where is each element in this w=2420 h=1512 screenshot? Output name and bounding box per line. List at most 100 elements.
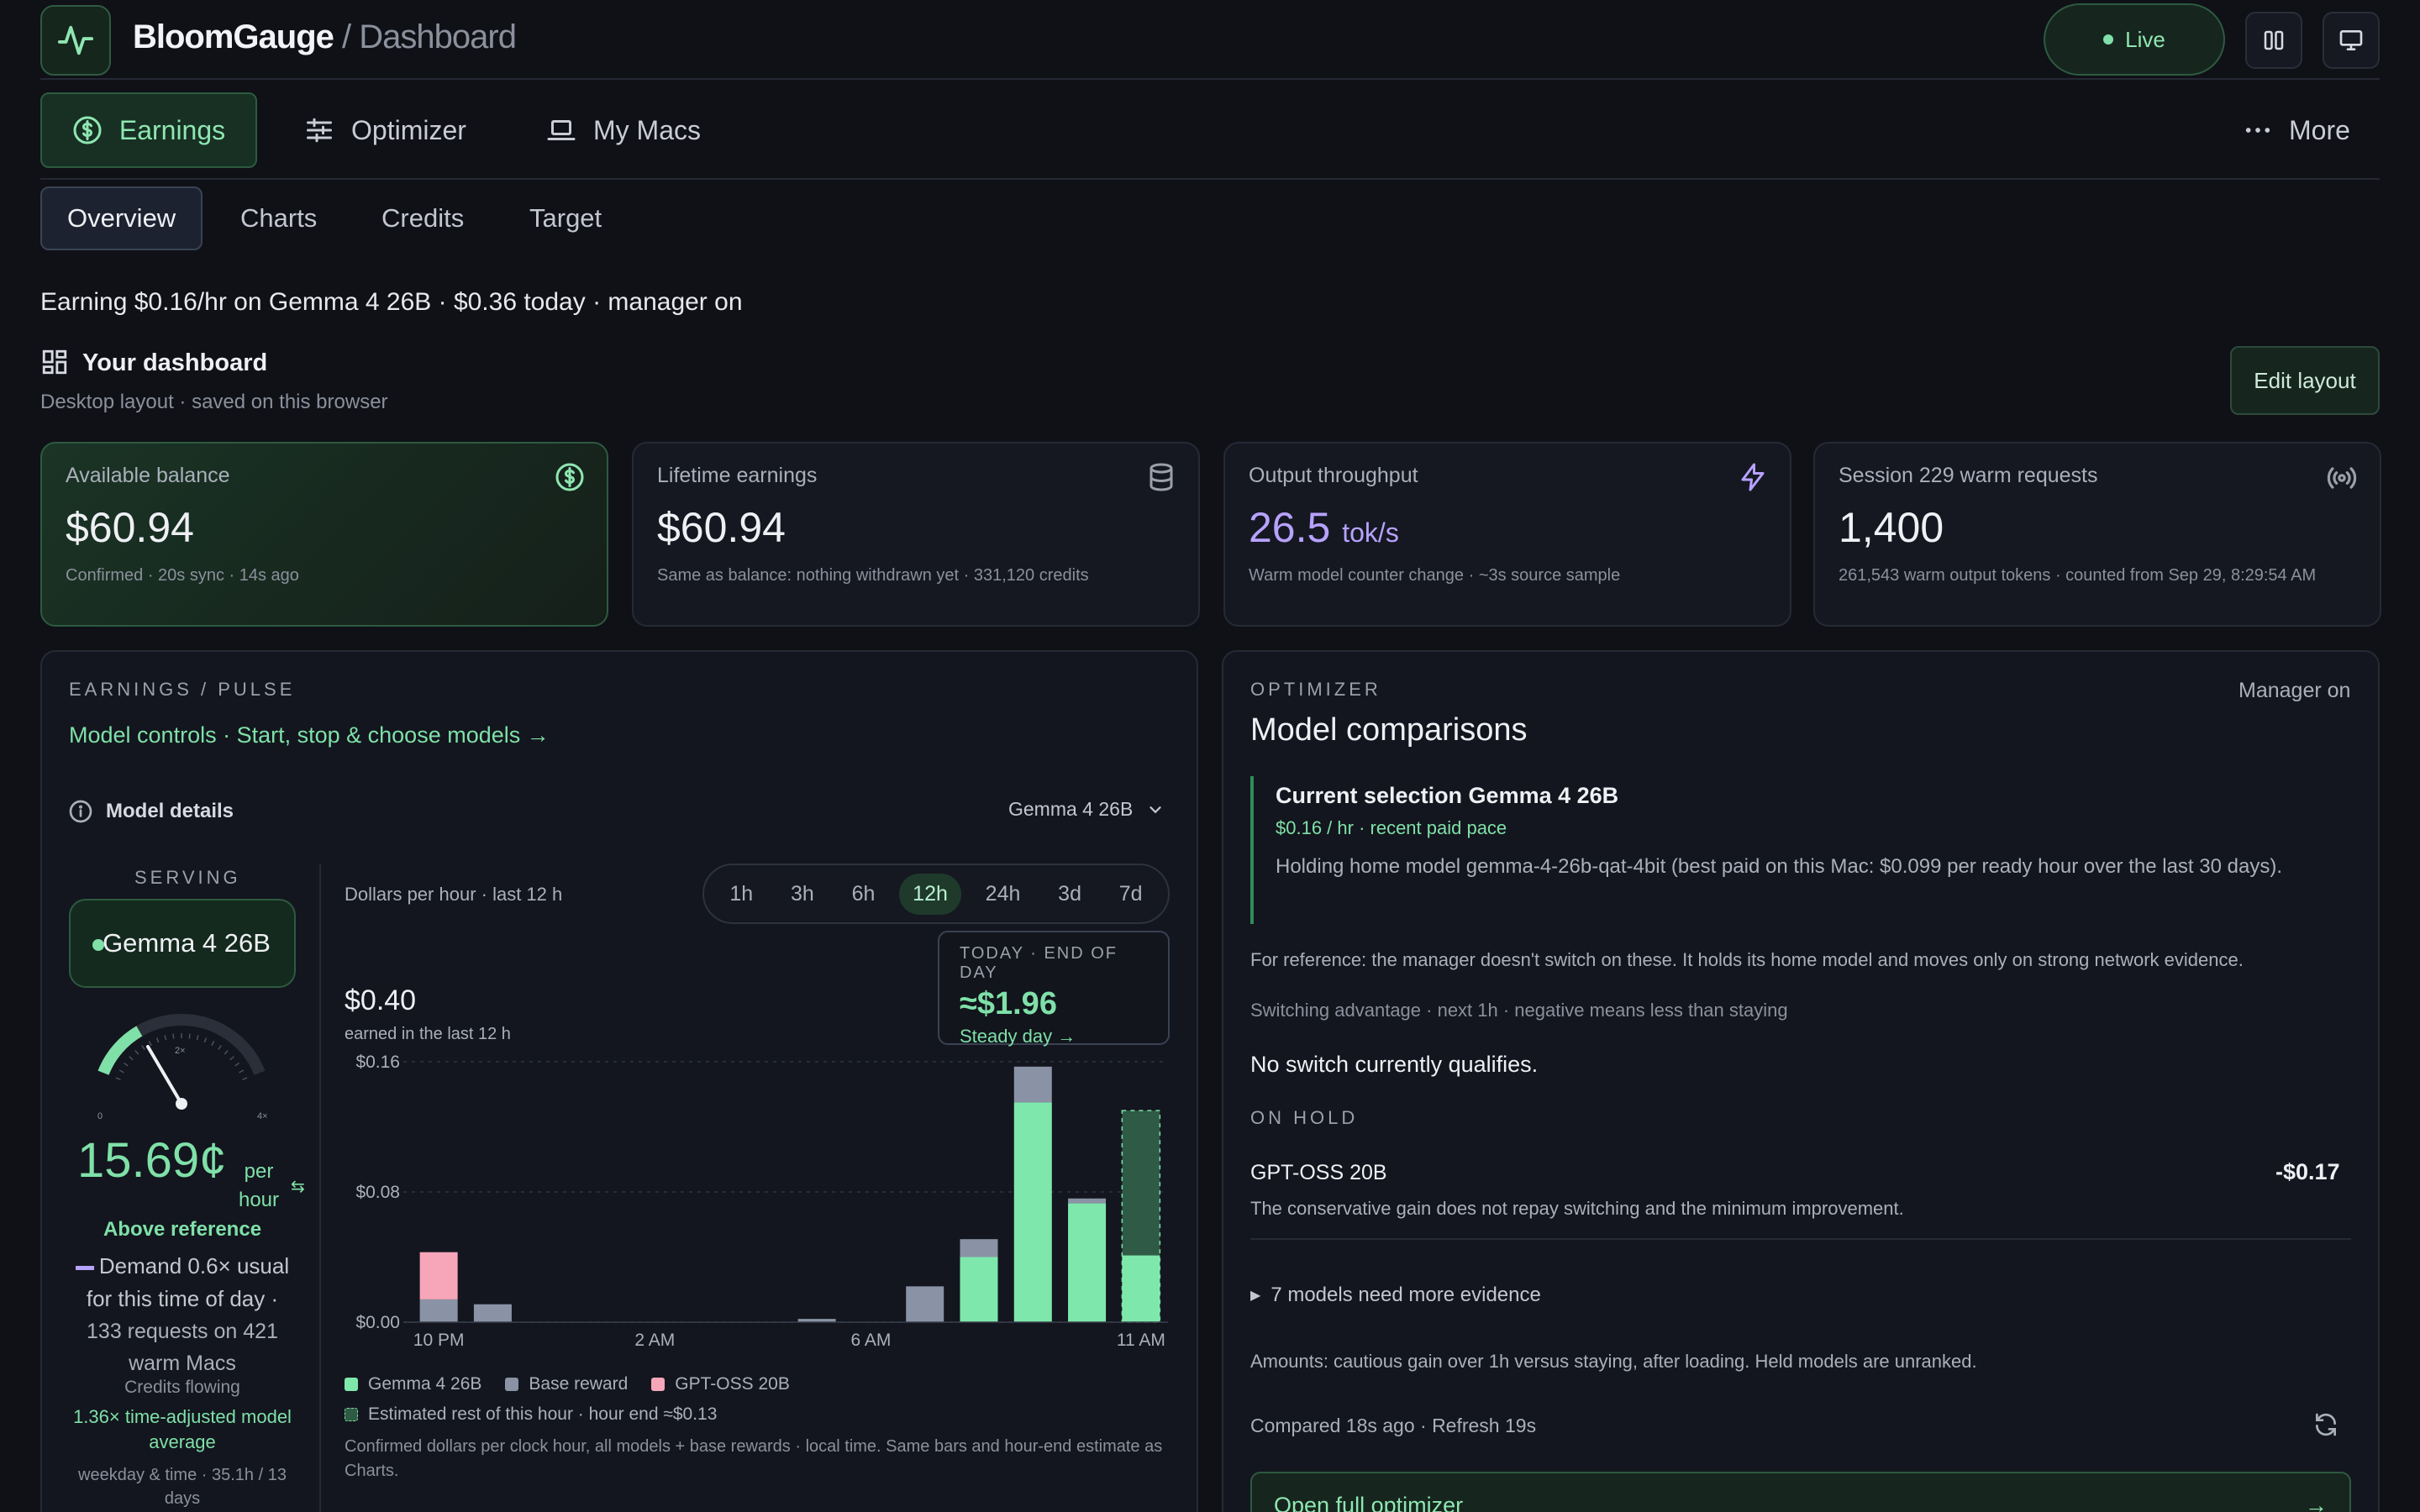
range-1h[interactable]: 1h — [729, 881, 754, 906]
pulse-column-divider — [319, 864, 321, 1512]
steady-day-link[interactable]: Steady day → — [960, 1026, 1076, 1047]
gauge-tick — [141, 1045, 145, 1050]
current-selection-block: Current selection Gemma 4 26B $0.16 / hr… — [1250, 776, 2351, 924]
today-forecast-box[interactable]: TODAY · END OF DAY ≈$1.96 Steady day → — [938, 931, 1170, 1047]
bar-segment-base — [419, 1299, 458, 1322]
disclosure-triangle-icon: ▶ — [1250, 1289, 1261, 1303]
gauge-tick — [218, 1045, 222, 1050]
time-adjusted-text: 1.36× time-adjusted model average — [73, 1406, 292, 1452]
subtab-charts-label: Charts — [240, 203, 318, 233]
card-foot: Same as balance: nothing withdrawn yet ·… — [657, 566, 1089, 585]
today-value: ≈$1.96 — [960, 986, 1057, 1021]
tab-earnings[interactable]: Earnings — [40, 92, 257, 168]
earning-status-line: Earning $0.16/hr on Gemma 4 26B · $0.36 … — [40, 288, 743, 316]
live-dot-icon — [2103, 34, 2114, 45]
tabs-divider — [40, 178, 2380, 180]
demand-text-value: Demand 0.6× usual for this time of day · — [86, 1253, 290, 1311]
gauge-tick — [229, 1056, 234, 1061]
chart-legend: Gemma 4 26B Base reward GPT-OSS 20B — [345, 1374, 790, 1394]
dollar-circle-icon — [555, 463, 584, 491]
gauge-tick — [224, 1050, 229, 1055]
subtab-target-label: Target — [529, 203, 602, 233]
tab-my-macs-label: My Macs — [593, 114, 701, 145]
model-select-dropdown[interactable]: Gemma 4 26B — [1008, 798, 1165, 821]
card-value-number: 1,400 — [1839, 504, 1944, 551]
sliders-icon — [307, 118, 332, 143]
serving-model-name: Gemma 4 26B — [103, 928, 271, 958]
serving-model-pill: Gemma 4 26B — [69, 899, 296, 988]
hold-model-desc: The conservative gain does not repay swi… — [1250, 1198, 1904, 1219]
bar-segment-gemma — [1122, 1255, 1160, 1322]
range-3d[interactable]: 3d — [1058, 881, 1081, 906]
serving-label: SERVING — [134, 867, 241, 888]
legend-label-base: Base reward — [529, 1374, 629, 1394]
display-mode-button[interactable] — [2323, 12, 2380, 69]
card-value: 1,400 — [1839, 503, 2356, 552]
x-tick-label: 10 PM — [413, 1331, 465, 1347]
switching-advantage-text: Switching advantage · next 1h · negative… — [1250, 1000, 1788, 1021]
card-value-number: 26.5 — [1249, 504, 1331, 551]
above-reference-label: Above reference — [103, 1218, 262, 1241]
brand-name: BloomGauge — [133, 18, 334, 55]
model-controls-link[interactable]: Model controls · Start, stop & choose mo… — [69, 722, 550, 748]
range-6h[interactable]: 6h — [851, 881, 876, 906]
bar-segment-base — [1013, 1066, 1052, 1103]
gauge-tick — [172, 1033, 175, 1039]
tab-optimizer[interactable]: Optimizer — [279, 92, 492, 168]
gauge-tick — [188, 1033, 191, 1039]
time-range-selector: 1h 3h 6h 12h 24h 3d 7d — [702, 864, 1170, 924]
range-12h[interactable]: 12h — [899, 873, 961, 915]
bar-segment-base — [473, 1304, 512, 1322]
open-optimizer-label: Open full optimizer — [1274, 1492, 1464, 1512]
y-tick-label: $0.00 — [355, 1313, 400, 1332]
range-7d[interactable]: 7d — [1118, 881, 1143, 906]
card-label: Available balance — [66, 464, 230, 487]
gauge-hub — [176, 1098, 187, 1110]
x-tick-label: 6 AM — [850, 1331, 891, 1347]
card-available-balance: Available balance $60.94 Confirmed · 20s… — [40, 442, 608, 627]
current-selection-rate: $0.16 / hr · recent paid pace — [1276, 817, 1507, 838]
range-3h[interactable]: 3h — [790, 881, 814, 906]
columns-toggle-button[interactable] — [2245, 12, 2302, 69]
gauge-tick-label: 0 — [97, 1111, 103, 1121]
info-icon — [69, 800, 92, 823]
earned-label: earned in the last 12 h — [345, 1025, 511, 1043]
open-optimizer-button[interactable]: Open full optimizer → — [1250, 1472, 2351, 1512]
rate-value: 15.69¢ — [77, 1133, 227, 1188]
subtab-overview[interactable]: Overview — [40, 186, 203, 250]
bar-segment-gemma — [960, 1257, 998, 1322]
gauge-tick — [123, 1062, 129, 1067]
gauge-tick — [239, 1069, 245, 1074]
subtab-target[interactable]: Target — [504, 186, 627, 250]
hold-model-value: -$0.17 — [2275, 1159, 2340, 1184]
subtab-credits[interactable]: Credits — [356, 186, 489, 250]
live-status-button[interactable]: Live — [2044, 3, 2225, 76]
earnings-bar-chart: $0.00 $0.08 $0.16 10 PM 2 AM 6 AM 11 AM — [355, 1053, 1168, 1347]
live-label: Live — [2125, 26, 2165, 52]
y-tick-label: $0.08 — [355, 1183, 400, 1202]
dollar-circle-icon — [73, 116, 102, 144]
card-output-throughput: Output throughput 26.5 tok/s Warm model … — [1223, 442, 1791, 627]
card-foot: Warm model counter change · ~3s source s… — [1249, 566, 1621, 585]
range-24h[interactable]: 24h — [985, 881, 1021, 906]
swap-icon[interactable]: ⇆ — [291, 1178, 305, 1196]
card-session-requests: Session 229 warm requests 1,400 261,543 … — [1813, 442, 2381, 627]
credits-flowing-label: Credits flowing — [124, 1378, 240, 1397]
pulse-kicker: EARNINGS / PULSE — [69, 679, 296, 700]
app-logo[interactable] — [40, 5, 111, 76]
edit-layout-button[interactable]: Edit layout — [2230, 346, 2380, 415]
subtab-charts[interactable]: Charts — [215, 186, 342, 250]
card-value: 26.5 tok/s — [1249, 503, 1766, 552]
tab-my-macs[interactable]: My Macs — [521, 92, 726, 168]
gauge-tick — [129, 1056, 134, 1061]
evidence-disclosure[interactable]: ▶ 7 models need more evidence — [1250, 1284, 1541, 1307]
amounts-text: Amounts: cautious gain over 1h versus st… — [1250, 1351, 1977, 1372]
gauge-tick — [148, 1041, 152, 1047]
x-tick-label: 11 AM — [1117, 1331, 1165, 1347]
subtab-overview-label: Overview — [67, 203, 176, 233]
more-menu-button[interactable]: More — [2218, 92, 2375, 168]
bar-segment-base — [906, 1286, 944, 1322]
current-selection-title: Current selection Gemma 4 26B — [1276, 783, 1619, 808]
refresh-icon[interactable] — [2312, 1411, 2339, 1438]
arrow-right-icon: → — [2305, 1492, 2328, 1512]
